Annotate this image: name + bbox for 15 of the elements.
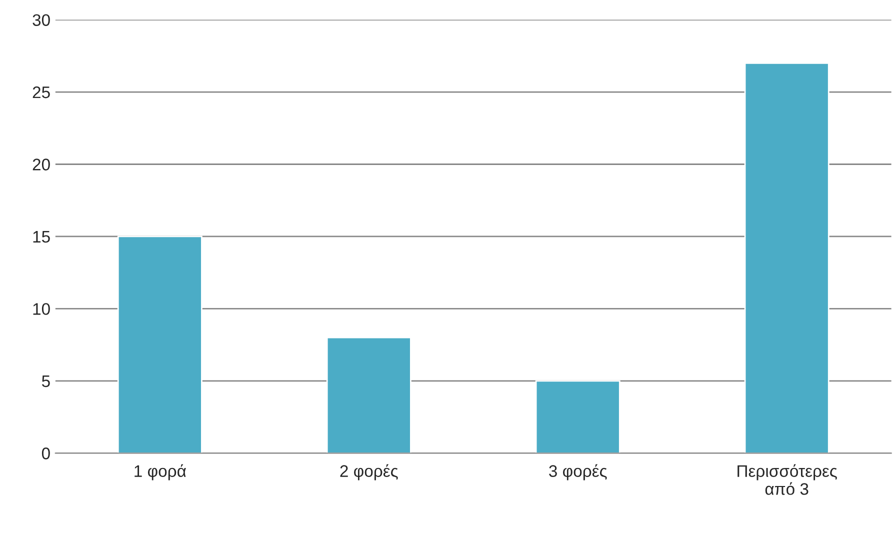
y-tick-label: 5 bbox=[42, 375, 50, 388]
bar bbox=[117, 236, 202, 454]
x-tick-label: Περισσότερες από 3 bbox=[738, 464, 837, 495]
y-tick-label: 30 bbox=[32, 14, 50, 26]
x-tick-label: 2 φορές bbox=[340, 464, 398, 480]
bar bbox=[535, 380, 620, 454]
y-tick-label: 0 bbox=[42, 448, 50, 460]
bar bbox=[326, 336, 412, 454]
x-tick-label: 3 φορές bbox=[549, 464, 607, 480]
y-tick-label: 15 bbox=[33, 231, 50, 243]
y-tick-label: 20 bbox=[32, 158, 50, 170]
y-tick-label: 10 bbox=[33, 303, 50, 315]
bar bbox=[744, 62, 830, 454]
x-tick-label: 1 φορά bbox=[134, 464, 186, 480]
y-tick-label: 25 bbox=[32, 86, 50, 98]
